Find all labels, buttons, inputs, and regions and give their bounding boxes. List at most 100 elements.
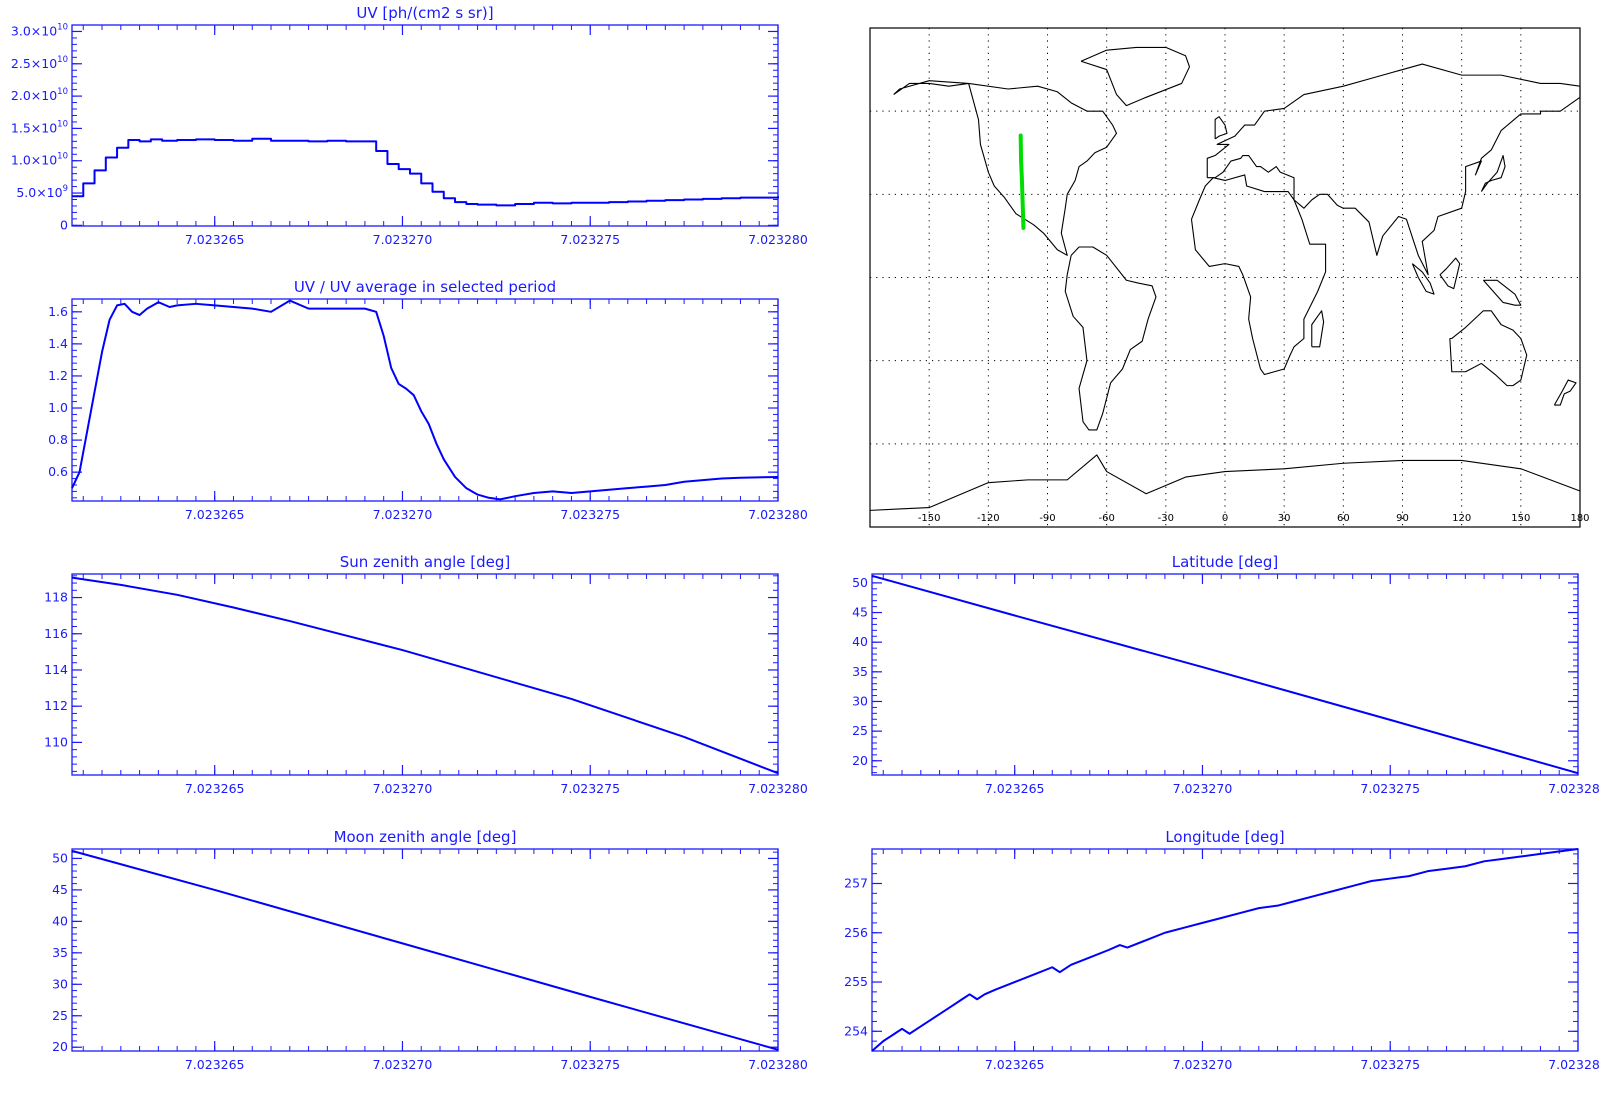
x-tick-label: 7.023280 <box>1548 781 1600 796</box>
data-line <box>71 576 779 775</box>
x-tick-label: 7.023275 <box>560 1057 620 1072</box>
x-tick-label: 7.023265 <box>985 781 1045 796</box>
x-tick-label: 7.023280 <box>748 232 808 247</box>
plot-frame <box>871 848 1579 1052</box>
coastline-japan <box>1480 154 1506 192</box>
chart-title: UV / UV average in selected period <box>294 278 556 296</box>
coastline-africa <box>1190 174 1327 376</box>
y-tick-label: 0.8 <box>48 432 68 447</box>
longitude-tick-label: -60 <box>1098 513 1114 524</box>
y-tick-label: 0.6 <box>48 464 68 479</box>
longitude-tick-label: 120 <box>1452 513 1471 524</box>
coastline-new-guinea <box>1482 279 1522 306</box>
x-tick-label: 7.023275 <box>560 507 620 522</box>
plot-frame <box>71 24 779 227</box>
y-tick-label: 1.0 <box>48 400 68 415</box>
uv-chart: UV [ph/(cm2 s sr)] 7.023265 7.023270 7.0232… <box>11 4 808 247</box>
x-tick-label: 7.023265 <box>985 1057 1045 1072</box>
data-line <box>71 299 779 501</box>
y-tick-label: 35 <box>52 945 68 960</box>
y-tick-label: 112 <box>44 698 68 713</box>
longitude-chart: Longitude [deg] 7.023265 7.023270 7.023275 7… <box>844 828 1600 1072</box>
longitude-tick-label: -30 <box>1158 513 1174 524</box>
longitude-tick-label: -90 <box>1039 513 1055 524</box>
longitude-tick-label: -150 <box>918 513 941 524</box>
y-tick-label: 3.0×1010 <box>11 22 68 38</box>
data-line <box>871 848 1579 1052</box>
y-tick-label: 45 <box>52 882 68 897</box>
y-tick-label: 5.0×109 <box>16 184 68 200</box>
coastline-new-zealand <box>1553 379 1577 406</box>
x-tick-label: 7.023265 <box>185 232 245 247</box>
y-tick-label: 1.2 <box>48 368 68 383</box>
latitude-chart: Latitude [deg] 7.023265 7.023270 7.023275 7.… <box>852 553 1600 796</box>
data-line <box>871 574 1579 775</box>
x-tick-label: 7.023275 <box>1360 781 1420 796</box>
y-tick-label: 20 <box>52 1039 68 1054</box>
x-tick-label: 7.023280 <box>748 507 808 522</box>
x-tick-label: 7.023270 <box>1173 781 1233 796</box>
plot-frame <box>71 573 779 776</box>
x-tick-label: 7.023280 <box>748 1057 808 1072</box>
x-tick-label: 7.023275 <box>1360 1057 1420 1072</box>
chart-title: Moon zenith angle [deg] <box>334 828 517 846</box>
coastline-australia <box>1449 310 1528 387</box>
x-tick-label: 7.023270 <box>373 1057 433 1072</box>
x-tick-label: 7.023265 <box>185 781 245 796</box>
x-tick-label: 7.023265 <box>185 507 245 522</box>
chart-title: Longitude [deg] <box>1165 828 1284 846</box>
y-tick-label: 0 <box>60 217 68 232</box>
moon-zenith-angle-chart: Moon zenith angle [deg] 7.023265 7.023270 7… <box>52 828 808 1072</box>
sun-zenith-angle-chart: Sun zenith angle [deg] 7.023265 7.023270 7.… <box>44 553 808 796</box>
y-tick-label: 118 <box>44 590 68 605</box>
x-tick-label: 7.023270 <box>373 781 433 796</box>
coastline-great-britain <box>1214 116 1228 140</box>
y-tick-label: 1.5×1010 <box>11 119 68 135</box>
coastline-europe-asia <box>1206 63 1581 276</box>
y-tick-label: 254 <box>844 1023 868 1038</box>
y-tick-label: 45 <box>852 605 868 620</box>
y-tick-label: 35 <box>852 664 868 679</box>
coastline-antarctica <box>869 454 1581 511</box>
y-tick-label: 255 <box>844 974 868 989</box>
y-tick-label: 40 <box>52 913 68 928</box>
longitude-tick-label: -120 <box>977 513 1000 524</box>
coastline-south-america <box>1064 246 1157 431</box>
chart-title: Latitude [deg] <box>1172 553 1278 571</box>
chart-title: Sun zenith angle [deg] <box>340 553 511 571</box>
x-tick-label: 7.023275 <box>560 781 620 796</box>
y-tick-label: 40 <box>852 634 868 649</box>
y-tick-label: 20 <box>852 753 868 768</box>
x-tick-label: 7.023270 <box>373 507 433 522</box>
y-tick-label: 25 <box>52 1008 68 1023</box>
y-tick-label: 1.4 <box>48 336 68 351</box>
longitude-tick-label: 150 <box>1511 513 1530 524</box>
ground-track-map: -150 -120 -90 -60 -30 0 30 60 90 120 150 180 <box>869 27 1590 528</box>
plot-frame <box>71 848 779 1052</box>
longitude-tick-label: 90 <box>1396 513 1409 524</box>
coastline-north-america <box>893 80 1118 256</box>
y-tick-label: 256 <box>844 925 868 940</box>
data-line <box>72 137 779 207</box>
longitude-tick-label: 30 <box>1278 513 1291 524</box>
longitude-tick-label: 60 <box>1337 513 1350 524</box>
x-tick-label: 7.023265 <box>185 1057 245 1072</box>
x-tick-label: 7.023270 <box>373 232 433 247</box>
coastline-sumatra <box>1411 263 1435 295</box>
x-tick-label: 7.023280 <box>748 781 808 796</box>
longitude-tick-label: 180 <box>1570 513 1589 524</box>
y-tick-label: 257 <box>844 875 868 890</box>
x-tick-label: 7.023280 <box>1548 1057 1600 1072</box>
y-tick-label: 116 <box>44 626 68 641</box>
y-tick-label: 110 <box>44 734 68 749</box>
y-tick-label: 2.0×1010 <box>11 87 68 103</box>
uv-ratio-chart: UV / UV average in selected period 7.0232… <box>48 278 808 522</box>
x-tick-label: 7.023270 <box>1173 1057 1233 1072</box>
longitude-tick-label: 0 <box>1222 513 1228 524</box>
y-tick-label: 30 <box>852 693 868 708</box>
coastline-borneo <box>1439 257 1461 290</box>
coastline-greenland <box>1080 46 1191 107</box>
data-line <box>71 849 779 1051</box>
coastline-madagascar <box>1311 310 1325 348</box>
y-tick-label: 50 <box>852 575 868 590</box>
